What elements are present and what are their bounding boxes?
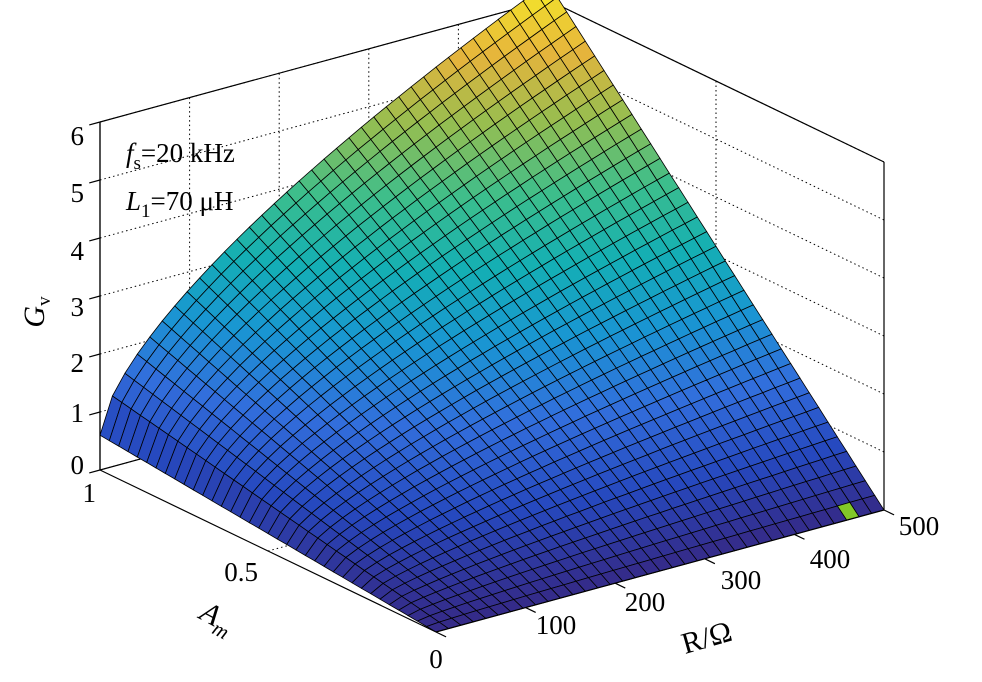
x-tick-mark bbox=[435, 631, 447, 638]
box-edge bbox=[99, 0, 549, 123]
z-tick-label: 5 bbox=[71, 178, 85, 208]
x-tick-mark bbox=[614, 582, 626, 589]
axis-line bbox=[99, 469, 437, 633]
surface-plot bbox=[99, 0, 885, 633]
y-tick-label: 0.5 bbox=[224, 557, 258, 587]
z-tick-label: 2 bbox=[71, 348, 85, 378]
z-tick-label: 0 bbox=[71, 450, 85, 480]
axes-layer bbox=[89, 121, 895, 638]
z-tick-labels: 0 1 2 3 4 5 6 bbox=[71, 121, 85, 480]
x-tick-label: 200 bbox=[625, 587, 666, 617]
z-tick-label: 3 bbox=[71, 292, 85, 322]
x-tick-label: 500 bbox=[899, 511, 940, 541]
x-tick-mark bbox=[704, 558, 716, 565]
x-axis-label: R/Ω bbox=[678, 615, 736, 661]
y-tick-labels: 1 0.5 bbox=[83, 478, 259, 587]
z-tick-mark bbox=[89, 237, 101, 242]
x-tick-label: 400 bbox=[810, 544, 851, 574]
z-tick-mark bbox=[89, 121, 101, 126]
y-axis-label: Am bbox=[191, 594, 240, 644]
parameter-annotation: fs=20 kHz L1=70 μH bbox=[125, 138, 235, 222]
z-axis-label: Gv bbox=[18, 296, 55, 328]
z-tick-mark bbox=[89, 295, 101, 300]
x-tick-label: 300 bbox=[721, 565, 762, 595]
z-tick-mark bbox=[89, 411, 101, 416]
z-tick-label: 1 bbox=[71, 398, 85, 428]
x-tick-mark bbox=[883, 509, 895, 516]
inductance-label: L1=70 μH bbox=[125, 186, 233, 222]
grid-line bbox=[99, 57, 549, 181]
switching-frequency-label: fs=20 kHz bbox=[126, 138, 235, 174]
y-tick-label: 1 bbox=[83, 478, 97, 508]
z-tick-label: 4 bbox=[71, 236, 85, 266]
x-tick-label: 100 bbox=[536, 610, 577, 640]
x-tick-mark bbox=[525, 607, 536, 614]
x-tick-label: 0 bbox=[429, 644, 443, 674]
z-tick-label: 6 bbox=[71, 121, 85, 151]
x-tick-labels: 0 100 200 300 400 500 bbox=[429, 511, 939, 674]
box-edge bbox=[547, 0, 885, 163]
grid-line bbox=[99, 173, 549, 297]
z-tick-mark bbox=[89, 179, 101, 184]
grid-line bbox=[99, 115, 549, 239]
axis-line bbox=[435, 509, 885, 633]
z-tick-mark bbox=[89, 469, 101, 474]
z-tick-mark bbox=[89, 353, 101, 358]
x-tick-mark bbox=[794, 533, 805, 540]
